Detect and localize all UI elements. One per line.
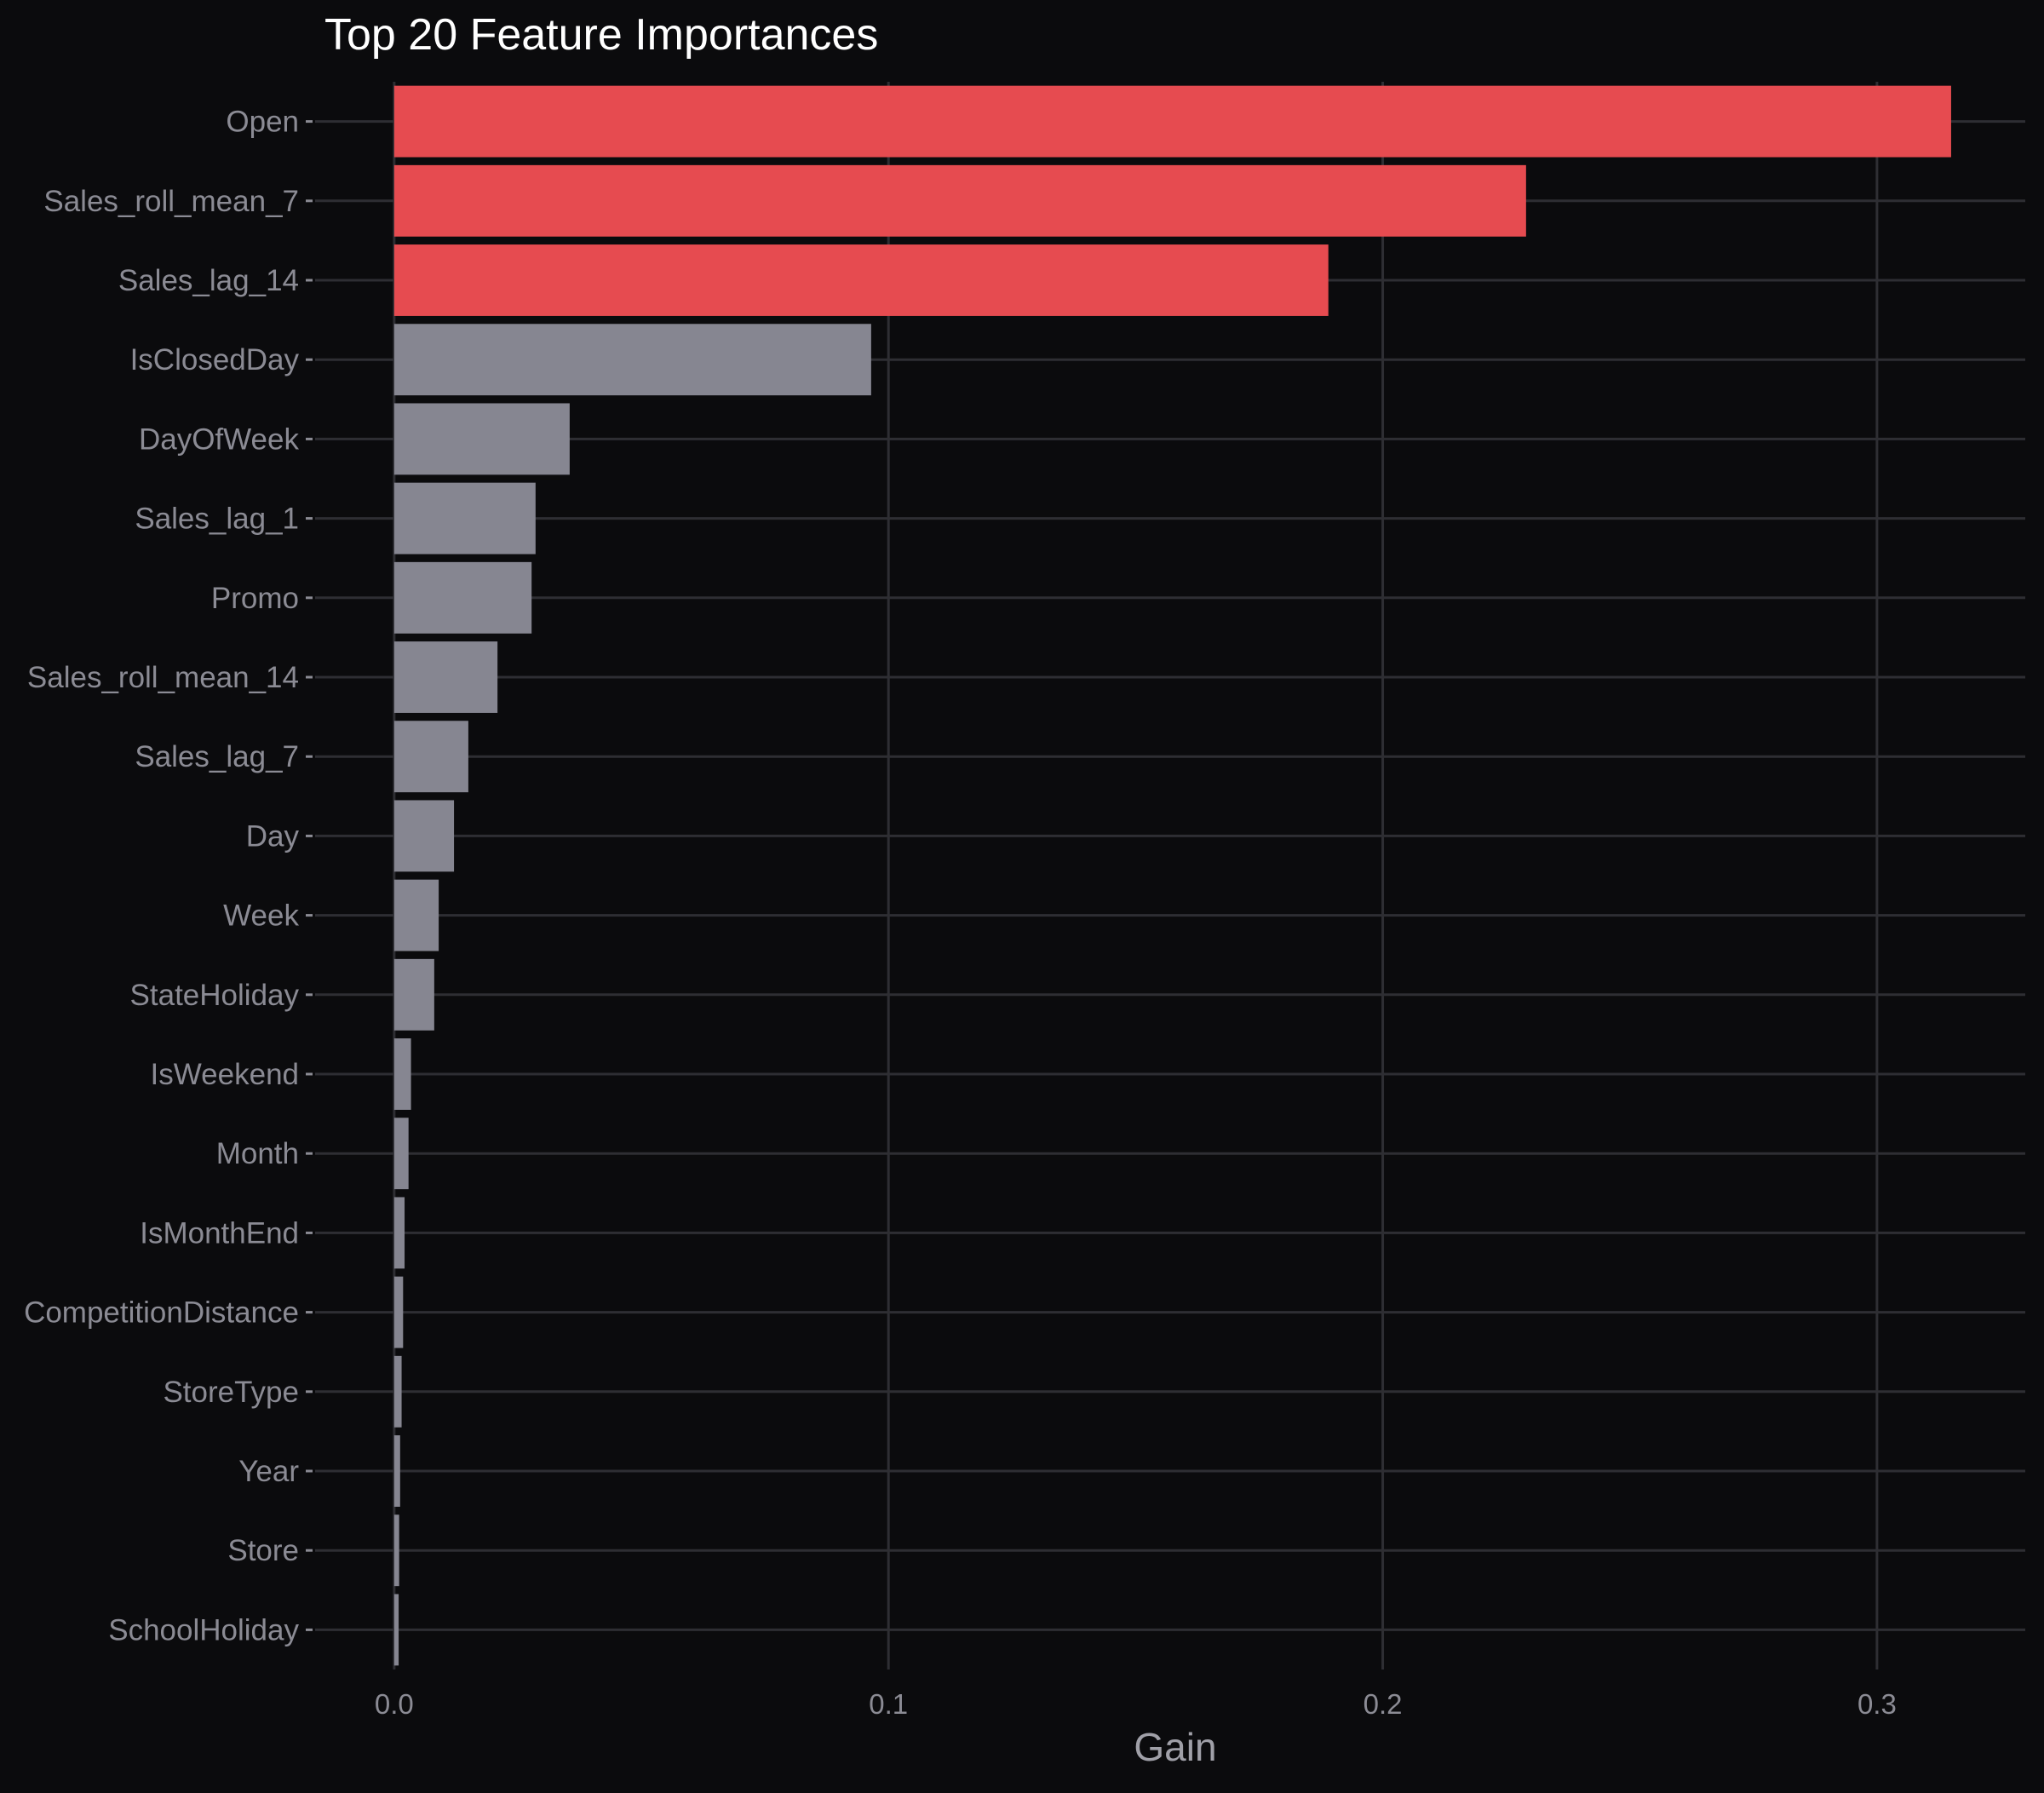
y-tick-label: Day [246,819,300,853]
bar-store [393,1514,399,1587]
x-tick-label: 0.2 [1364,1688,1403,1720]
y-tick-label: Sales_lag_7 [135,740,299,773]
bar-year [393,1435,400,1507]
grid-layer [315,82,2025,1669]
y-tick-label: Open [226,106,299,139]
y-tick-label: IsMonthEnd [140,1216,299,1250]
y-tick-label: CompetitionDistance [24,1296,299,1330]
y-tick-label: Sales_roll_mean_14 [27,661,299,694]
bar-sales-lag-14 [393,244,1329,316]
y-tick-label: Year [238,1455,299,1488]
bar-sales-lag-1 [393,482,536,555]
y-tick-label: Sales_lag_14 [118,264,299,297]
bar-month [393,1118,409,1190]
y-tick-label: Sales_roll_mean_7 [43,185,299,218]
y-tick-label: Sales_lag_1 [135,503,299,536]
bar-isweekend [393,1038,411,1110]
y-tick-label: DayOfWeek [139,422,300,456]
y-tick-label: Week [223,899,299,933]
x-axis-label: Gain [1134,1725,1216,1769]
x-tick-label: 0.1 [869,1688,908,1720]
bar-open [393,85,1951,158]
bar-competitiondistance [393,1276,404,1348]
bar-isclosedday [393,324,871,396]
bar-dayofweek [393,403,570,475]
y-tick-label: StateHoliday [130,979,300,1012]
bar-sales-lag-7 [393,721,468,793]
bar-sales-roll-mean-14 [393,641,498,713]
y-tick-label: Store [227,1534,299,1567]
bar-promo [393,561,532,634]
bar-schoolholiday [393,1594,399,1666]
y-tick-label: SchoolHoliday [108,1613,299,1646]
bar-day [393,800,455,872]
y-tick-label: Month [216,1137,299,1170]
bar-stateholiday [393,958,434,1031]
bar-sales-roll-mean-7 [393,164,1526,237]
bar-week [393,879,439,951]
bars-layer [393,85,1951,1666]
x-tick-label: 0.0 [375,1688,414,1720]
x-tick-label: 0.3 [1857,1688,1897,1720]
y-tick-label: Promo [211,582,299,615]
x-axis: 0.0 0.1 0.2 0.3 [375,1688,1897,1720]
y-tick-label: StoreType [163,1376,299,1409]
chart-title: Top 20 Feature Importances [324,10,878,60]
bar-storetype [393,1355,402,1428]
bar-ismonthend [393,1197,405,1269]
y-tick-label: IsClosedDay [130,343,300,376]
y-axis: Open Sales_roll_mean_7 Sales_lag_14 IsClose… [24,106,313,1646]
y-tick-label: IsWeekend [151,1058,299,1091]
